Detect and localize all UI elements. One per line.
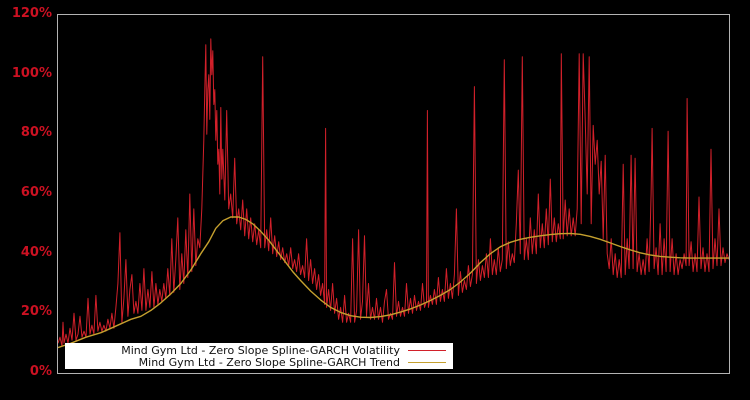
series-line: [58, 38, 729, 347]
plot-area: [57, 14, 730, 374]
chart-canvas: [58, 38, 729, 349]
y-tick-label: 40%: [20, 244, 52, 260]
legend-label-volatility: Mind Gym Ltd - Zero Slope Spline-GARCH V…: [121, 344, 400, 357]
legend-box: Mind Gym Ltd - Zero Slope Spline-GARCH V…: [65, 343, 453, 369]
y-tick-label: 100%: [11, 65, 52, 81]
y-tick-label: 20%: [20, 304, 52, 320]
y-tick-label: 120%: [11, 6, 52, 21]
legend-row-volatility: Mind Gym Ltd - Zero Slope Spline-GARCH V…: [65, 344, 453, 357]
trend-line-swatch-icon: [408, 361, 446, 363]
y-tick-label: 80%: [20, 125, 52, 141]
y-axis-tick-labels: 0% 20% 40% 60% 80% 100% 120%: [0, 0, 52, 400]
y-tick-label: 60%: [20, 185, 52, 200]
volatility-line-swatch-icon: [408, 349, 446, 351]
y-tick-label: 0%: [29, 364, 52, 379]
legend-row-trend: Mind Gym Ltd - Zero Slope Spline-GARCH T…: [65, 356, 453, 369]
legend-label-trend: Mind Gym Ltd - Zero Slope Spline-GARCH T…: [138, 356, 400, 369]
series-line: [58, 216, 729, 349]
